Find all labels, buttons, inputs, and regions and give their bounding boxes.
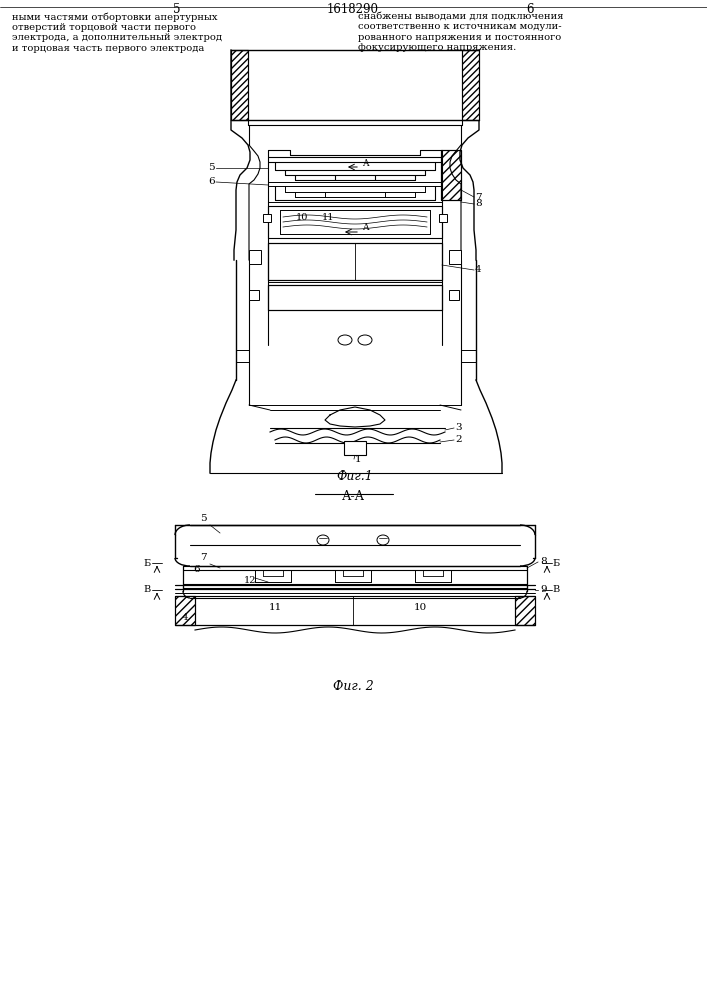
Text: 5: 5 bbox=[199, 514, 206, 523]
Text: 7: 7 bbox=[475, 192, 481, 202]
Text: 2: 2 bbox=[455, 436, 462, 444]
Bar bbox=[515, 596, 535, 625]
Text: 3: 3 bbox=[455, 424, 462, 432]
Bar bbox=[462, 50, 479, 120]
Text: 6: 6 bbox=[209, 178, 215, 186]
Text: Фиг. 2: Фиг. 2 bbox=[332, 680, 373, 693]
Text: A: A bbox=[362, 224, 368, 232]
Text: ными частями отбортовки апертурных
отверстий торцовой части первого
электрода, а: ными частями отбортовки апертурных отвер… bbox=[12, 12, 222, 53]
Text: 11: 11 bbox=[322, 214, 334, 223]
Text: А-А: А-А bbox=[341, 490, 365, 503]
Text: В: В bbox=[144, 585, 151, 594]
Bar bbox=[249, 250, 261, 264]
Text: 6: 6 bbox=[526, 3, 534, 16]
Text: A: A bbox=[362, 158, 368, 167]
Text: 11: 11 bbox=[269, 602, 281, 611]
Text: Б: Б bbox=[552, 558, 560, 568]
Bar bbox=[449, 250, 461, 264]
Bar bbox=[268, 285, 442, 310]
Bar bbox=[441, 150, 461, 200]
Bar bbox=[462, 50, 479, 120]
Text: 1: 1 bbox=[355, 456, 361, 464]
Text: 7: 7 bbox=[199, 553, 206, 562]
Text: 8: 8 bbox=[540, 558, 547, 566]
Bar bbox=[344, 441, 366, 455]
Bar bbox=[249, 290, 259, 300]
Text: 10: 10 bbox=[296, 214, 308, 223]
Bar bbox=[231, 50, 248, 120]
Text: 5: 5 bbox=[209, 163, 215, 172]
Bar bbox=[231, 50, 248, 120]
Bar bbox=[449, 290, 459, 300]
Text: 9: 9 bbox=[540, 585, 547, 594]
Text: В: В bbox=[552, 585, 560, 594]
Text: 10: 10 bbox=[414, 602, 426, 611]
Bar bbox=[439, 214, 447, 222]
Text: 5: 5 bbox=[173, 3, 181, 16]
Bar bbox=[175, 596, 195, 625]
Text: 4: 4 bbox=[182, 612, 188, 621]
Bar bbox=[515, 596, 535, 625]
Bar bbox=[441, 150, 461, 200]
Text: 1618290: 1618290 bbox=[327, 3, 379, 16]
Text: 4: 4 bbox=[475, 265, 481, 274]
Text: Фиг.1: Фиг.1 bbox=[337, 470, 373, 483]
Text: 6: 6 bbox=[194, 566, 200, 574]
Bar bbox=[263, 214, 271, 222]
Text: 8: 8 bbox=[475, 200, 481, 209]
Text: 12: 12 bbox=[244, 576, 256, 585]
Text: снабжены выводами для подключения
соответственно к источникам модули-
рованного : снабжены выводами для подключения соотве… bbox=[358, 12, 563, 52]
Bar bbox=[268, 243, 442, 280]
Text: Б: Б bbox=[144, 558, 151, 568]
Bar bbox=[175, 596, 195, 625]
